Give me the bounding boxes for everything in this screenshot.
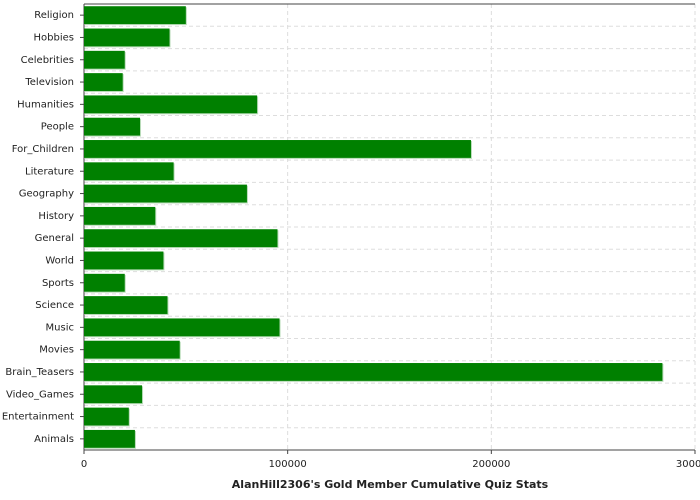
x-tick-label: 0 <box>81 459 87 470</box>
y-tick-label: Entertainment <box>2 412 74 423</box>
y-tick-label: Animals <box>34 434 74 445</box>
bar <box>84 73 123 91</box>
y-tick-label: For_Children <box>12 144 74 155</box>
y-tick-label: General <box>35 233 74 244</box>
bar <box>84 407 129 426</box>
y-tick-label: Celebrities <box>21 55 74 66</box>
bar <box>84 28 170 47</box>
y-tick-label: Sports <box>42 278 74 289</box>
bar <box>84 162 174 181</box>
y-tick-label: Video_Games <box>6 389 74 400</box>
y-tick-label: People <box>41 122 74 133</box>
bar <box>84 296 168 314</box>
bar <box>84 318 280 337</box>
x-tick-label: 300000 <box>676 459 700 470</box>
bar <box>84 340 180 359</box>
y-tick-label: Geography <box>19 189 74 200</box>
y-tick-label: History <box>38 211 74 222</box>
chart-title: AlanHill2306's Gold Member Cumulative Qu… <box>232 478 549 491</box>
bar <box>84 229 278 248</box>
x-tick-label: 100000 <box>269 459 307 470</box>
y-tick-label: Science <box>35 300 74 311</box>
y-tick-label: Movies <box>39 345 74 356</box>
y-tick-label: Television <box>24 77 74 88</box>
y-tick-label: Literature <box>25 166 74 177</box>
x-tick-label: 200000 <box>472 459 510 470</box>
bar <box>84 184 247 203</box>
bar <box>84 6 186 25</box>
bar <box>84 385 143 404</box>
y-tick-label: Humanities <box>17 99 74 110</box>
y-tick-label: Brain_Teasers <box>5 367 74 378</box>
bar <box>84 206 156 225</box>
bar <box>84 429 135 448</box>
y-tick-label: World <box>45 255 74 266</box>
bar <box>84 95 258 114</box>
bar <box>84 117 141 136</box>
y-tick-label: Religion <box>34 10 74 21</box>
bar <box>84 273 125 292</box>
y-tick-label: Music <box>46 322 74 333</box>
bar <box>84 251 164 270</box>
y-tick-label: Hobbies <box>34 32 74 43</box>
bar <box>84 363 663 381</box>
bar <box>84 140 471 158</box>
bar <box>84 50 125 69</box>
